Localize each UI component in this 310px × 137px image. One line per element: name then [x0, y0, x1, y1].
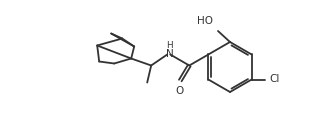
Text: HO: HO [197, 16, 213, 26]
Text: H: H [166, 41, 173, 50]
Text: O: O [175, 86, 184, 96]
Text: N: N [166, 49, 174, 59]
Text: Cl: Cl [270, 75, 280, 85]
